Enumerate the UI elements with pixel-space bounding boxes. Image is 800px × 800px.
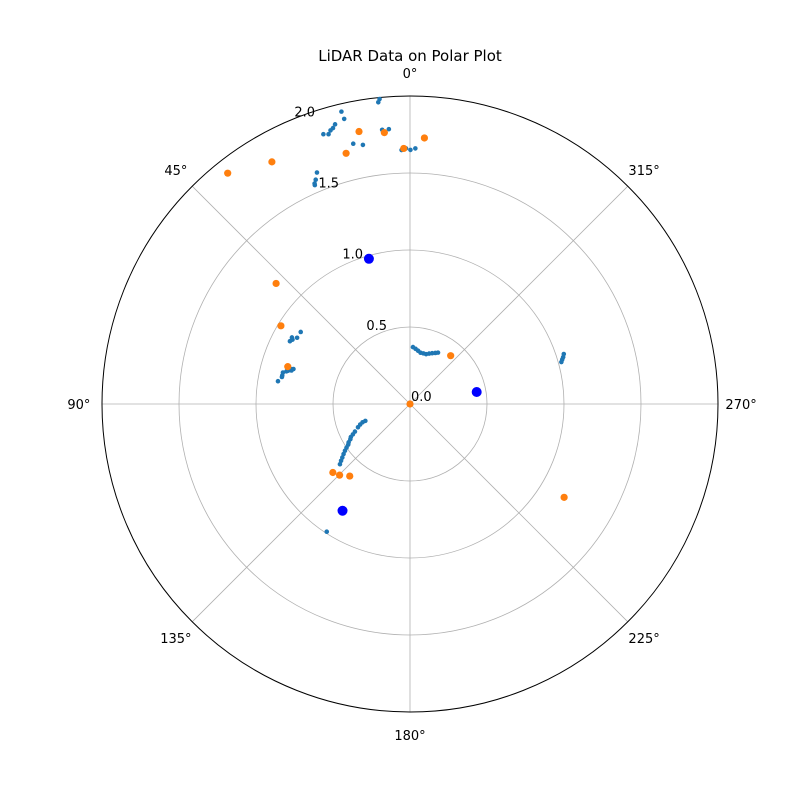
polar-frame bbox=[101, 95, 719, 713]
scan-point bbox=[321, 131, 326, 137]
scan-point bbox=[324, 529, 330, 535]
scan-point bbox=[279, 374, 285, 380]
theta-tick-label: 225° bbox=[628, 632, 659, 647]
r-tick-label: 0.0 bbox=[411, 390, 432, 405]
theta-grid-line bbox=[409, 185, 629, 405]
landmark-point bbox=[406, 400, 414, 408]
scan-point bbox=[413, 146, 418, 151]
scan-point bbox=[339, 109, 344, 114]
scan-point bbox=[386, 126, 392, 132]
scan-point bbox=[294, 335, 300, 341]
scan-point bbox=[337, 461, 343, 467]
scan-point bbox=[355, 424, 361, 430]
robot-point bbox=[471, 387, 482, 397]
landmark-point bbox=[272, 279, 280, 288]
landmark-point bbox=[342, 149, 350, 157]
scan-point bbox=[332, 122, 338, 127]
r-tick-label: 1.5 bbox=[318, 177, 339, 192]
chart-title: LiDAR Data on Polar Plot bbox=[318, 47, 502, 65]
robot-point bbox=[363, 253, 374, 264]
scan-point bbox=[275, 378, 281, 384]
theta-tick-label: 0° bbox=[403, 67, 418, 82]
landmark-point bbox=[346, 472, 354, 480]
robot-point bbox=[337, 505, 348, 516]
scan-point bbox=[326, 131, 331, 137]
theta-grid-line bbox=[191, 185, 411, 405]
scan-point bbox=[313, 177, 319, 182]
landmark-point bbox=[277, 322, 285, 330]
landmark-point bbox=[224, 169, 232, 177]
landmark-point bbox=[560, 493, 568, 501]
scan-point bbox=[410, 344, 416, 350]
polar-grid bbox=[101, 95, 719, 713]
scan-point bbox=[287, 338, 293, 344]
landmark-point bbox=[335, 471, 344, 479]
scan-point bbox=[312, 181, 317, 186]
theta-tick-label: 45° bbox=[164, 164, 187, 179]
scan-point bbox=[314, 170, 320, 175]
landmark-point bbox=[268, 158, 276, 166]
scan-point bbox=[360, 142, 366, 148]
scan-point bbox=[561, 351, 567, 357]
scan-point bbox=[350, 141, 356, 146]
theta-grid-line bbox=[191, 403, 411, 623]
scan-point bbox=[375, 99, 381, 105]
landmark-point bbox=[329, 468, 337, 477]
landmark-point bbox=[420, 134, 429, 142]
theta-tick-label: 90° bbox=[67, 398, 90, 413]
axis-labels: 0° 45° 90° 135° 180° 225° 270° 315° 0.0 0.5 1.0 1.5… bbox=[67, 67, 756, 744]
r-tick-label: 1.0 bbox=[342, 248, 363, 263]
landmark-point bbox=[447, 352, 455, 360]
landmark-point bbox=[380, 129, 388, 137]
scan-point bbox=[298, 329, 304, 335]
theta-tick-label: 135° bbox=[160, 632, 191, 647]
r-tick-label: 0.5 bbox=[366, 319, 387, 334]
scan-point bbox=[330, 125, 336, 131]
theta-tick-label: 315° bbox=[628, 164, 659, 179]
landmark-point bbox=[400, 144, 408, 153]
theta-grid-line bbox=[409, 403, 629, 623]
landmark-point bbox=[284, 363, 292, 371]
theta-tick-label: 270° bbox=[725, 398, 756, 413]
scan-point bbox=[341, 116, 347, 122]
data-points bbox=[224, 96, 568, 535]
theta-tick-label: 180° bbox=[394, 729, 425, 744]
scan-point bbox=[408, 147, 413, 153]
landmark-point bbox=[355, 127, 363, 136]
r-tick-label: 2.0 bbox=[294, 105, 315, 120]
